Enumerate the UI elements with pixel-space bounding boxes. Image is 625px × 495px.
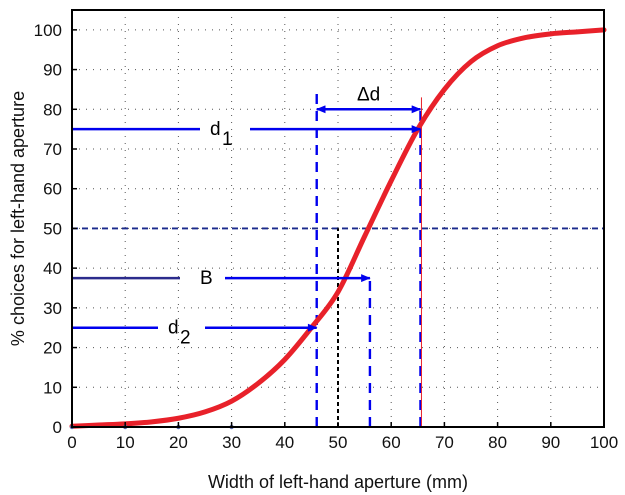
x-tick-label: 30 — [222, 433, 241, 452]
annot-label-d1: d — [210, 119, 221, 140]
annot-label-B: B — [200, 268, 213, 289]
y-axis-title: % choices for left-hand aperture — [8, 91, 28, 346]
x-tick-label: 50 — [329, 433, 348, 452]
y-tick-label: 80 — [43, 100, 62, 119]
y-tick-label: 60 — [43, 180, 62, 199]
x-tick-label: 40 — [275, 433, 294, 452]
y-axis-ticks: 0 10 20 30 40 50 60 70 80 90 100 — [34, 21, 77, 437]
x-tick-label: 100 — [590, 433, 618, 452]
x-axis-title: Width of left-hand aperture (mm) — [208, 472, 468, 492]
grid — [72, 10, 604, 427]
y-tick-label: 100 — [34, 21, 62, 40]
y-tick-label: 40 — [43, 259, 62, 278]
x-tick-label: 20 — [169, 433, 188, 452]
plot-frame — [71, 9, 605, 428]
annot-sub-d2: 2 — [180, 328, 191, 349]
y-tick-label: 30 — [43, 299, 62, 318]
x-tick-label: 80 — [488, 433, 507, 452]
x-tick-label: 70 — [435, 433, 454, 452]
x-tick-label: 60 — [382, 433, 401, 452]
y-tick-label: 70 — [43, 140, 62, 159]
annot-sub-d1: 1 — [222, 129, 233, 150]
series-line — [69, 27, 607, 429]
x-tick-label: 0 — [67, 433, 76, 452]
series-layer — [69, 27, 607, 430]
y-tick-label: 50 — [43, 219, 62, 238]
x-tick-label: 90 — [541, 433, 560, 452]
annot-label-d2: d — [168, 318, 179, 339]
y-tick-label: 90 — [43, 61, 62, 80]
x-tick-label: 10 — [116, 433, 135, 452]
delta-d-label: Δd — [357, 84, 380, 105]
marker-layer — [315, 89, 422, 427]
y-tick-label: 20 — [43, 339, 62, 358]
x-axis-ticks: 0 10 20 30 40 50 60 70 80 90 100 — [67, 422, 618, 452]
y-tick-label: 10 — [43, 378, 62, 397]
y-tick-label: 0 — [53, 418, 62, 437]
